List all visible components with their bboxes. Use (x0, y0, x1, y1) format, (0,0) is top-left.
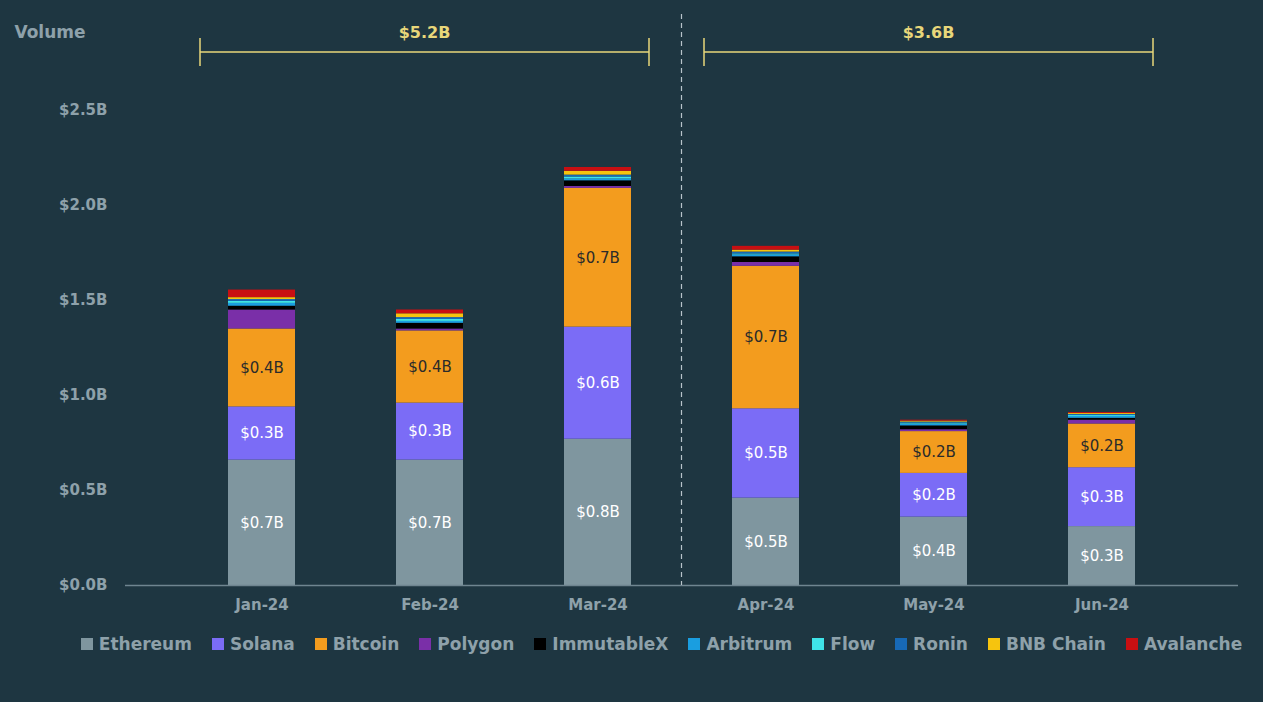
svg-text:$2.5B: $2.5B (59, 101, 107, 119)
html-text:BNB Chain: BNB Chain (1005, 634, 1106, 654)
svg-text:$0.5B: $0.5B (744, 444, 788, 462)
svg-text:$0.5B: $0.5B (744, 533, 788, 551)
svg-text:May-24: May-24 (903, 596, 964, 614)
svg-text:$0.5B: $0.5B (59, 481, 107, 499)
svg-text:$0.2B: $0.2B (912, 486, 956, 504)
svg-text:$1.5B: $1.5B (59, 291, 107, 309)
svg-text:$0.3B: $0.3B (1080, 547, 1124, 565)
svg-text:$0.3B: $0.3B (240, 424, 284, 442)
svg-text:$0.4B: $0.4B (240, 359, 284, 377)
html-text:Arbitrum: Arbitrum (706, 634, 793, 654)
svg-text:$3.6B: $3.6B (903, 23, 955, 42)
svg-text:$0.2B: $0.2B (912, 443, 956, 461)
html-text:Flow: Flow (830, 634, 876, 654)
svg-text:Feb-24: Feb-24 (401, 596, 459, 614)
svg-text:$5.2B: $5.2B (399, 23, 451, 42)
svg-text:$0.7B: $0.7B (744, 328, 788, 346)
html-text:Polygon: Polygon (437, 634, 515, 654)
html-text:Ronin: Ronin (913, 634, 968, 654)
svg-text:Jan-24: Jan-24 (234, 596, 288, 614)
html-text:Solana: Solana (229, 634, 295, 654)
svg-text:$0.6B: $0.6B (576, 374, 620, 392)
svg-text:$0.4B: $0.4B (912, 542, 956, 560)
html-text:Bitcoin: Bitcoin (332, 634, 400, 654)
svg-text:Jun-24: Jun-24 (1074, 596, 1129, 614)
svg-text:$0.7B: $0.7B (576, 249, 620, 267)
html-text:ImmutableX: ImmutableX (552, 634, 669, 654)
svg-text:$0.4B: $0.4B (408, 358, 452, 376)
svg-text:$0.2B: $0.2B (1080, 437, 1124, 455)
svg-text:$0.7B: $0.7B (240, 514, 284, 532)
svg-text:$0.8B: $0.8B (576, 503, 620, 521)
svg-text:$0.3B: $0.3B (408, 422, 452, 440)
svg-text:$0.3B: $0.3B (1080, 488, 1124, 506)
svg-text:$1.0B: $1.0B (59, 386, 107, 404)
svg-text:Volume: Volume (14, 22, 85, 42)
svg-text:Apr-24: Apr-24 (738, 596, 795, 614)
svg-text:$2.0B: $2.0B (59, 196, 107, 214)
svg-text:Mar-24: Mar-24 (568, 596, 628, 614)
svg-text:$0.7B: $0.7B (408, 514, 452, 532)
svg-text:$0.0B: $0.0B (59, 576, 107, 594)
html-text:Ethereum: Ethereum (98, 634, 192, 654)
html-text:Avalanche: Avalanche (1144, 634, 1243, 654)
